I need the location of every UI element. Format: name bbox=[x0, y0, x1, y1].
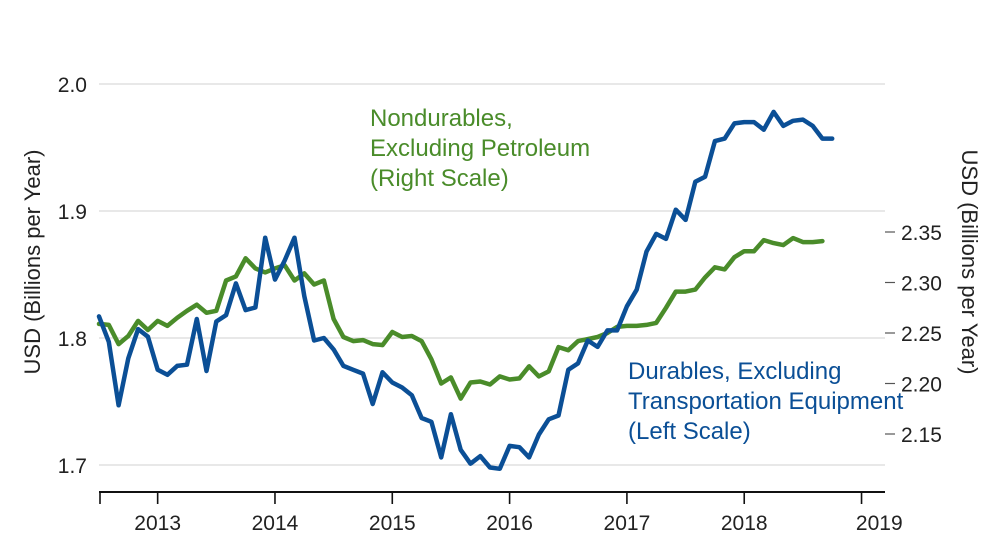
gridlines bbox=[99, 83, 885, 466]
series-label-nondurables: Excluding Petroleum bbox=[370, 135, 590, 162]
x-tick-label: 2013 bbox=[134, 512, 181, 535]
right-axis-title: USD (Billions per Year) bbox=[957, 150, 982, 375]
left-axis-title: USD (Billions per Year) bbox=[20, 150, 45, 375]
series-label-durables: Durables, Excluding bbox=[628, 358, 841, 385]
right-tick-label: 2.35 bbox=[901, 222, 942, 245]
series-line-nondurables bbox=[96, 235, 825, 401]
series-label-nondurables: Nondurables, bbox=[370, 105, 513, 132]
series-line-durables bbox=[96, 109, 835, 472]
x-tick-label: 2018 bbox=[721, 512, 768, 535]
x-tick-label: 2015 bbox=[369, 512, 416, 535]
right-tick-label: 2.15 bbox=[901, 424, 942, 447]
annotations: Nondurables, Excluding Petroleum (Right Sc… bbox=[370, 105, 904, 445]
x-tick-label: 2017 bbox=[604, 512, 651, 535]
left-tick-label: 2.0 bbox=[58, 74, 87, 97]
axes: 1.7 1.8 1.9 2.0 2.15 2.20 2.25 2.30 2.35 2013 2014… bbox=[20, 74, 982, 535]
left-tick-label: 1.8 bbox=[58, 328, 87, 351]
left-tick-label: 1.7 bbox=[58, 455, 87, 478]
series-lines bbox=[96, 109, 835, 472]
right-tick-label: 2.20 bbox=[901, 374, 942, 397]
right-tick-label: 2.30 bbox=[901, 273, 942, 296]
x-tick-label: 2019 bbox=[856, 512, 903, 535]
right-tick-label: 2.25 bbox=[901, 323, 942, 346]
left-tick-label: 1.9 bbox=[58, 201, 87, 224]
series-label-durables: (Left Scale) bbox=[628, 418, 751, 445]
series-label-nondurables: (Right Scale) bbox=[370, 165, 509, 192]
x-tick-label: 2016 bbox=[486, 512, 533, 535]
series-label-durables: Transportation Equipment bbox=[628, 388, 904, 415]
x-tick-label: 2014 bbox=[252, 512, 299, 535]
